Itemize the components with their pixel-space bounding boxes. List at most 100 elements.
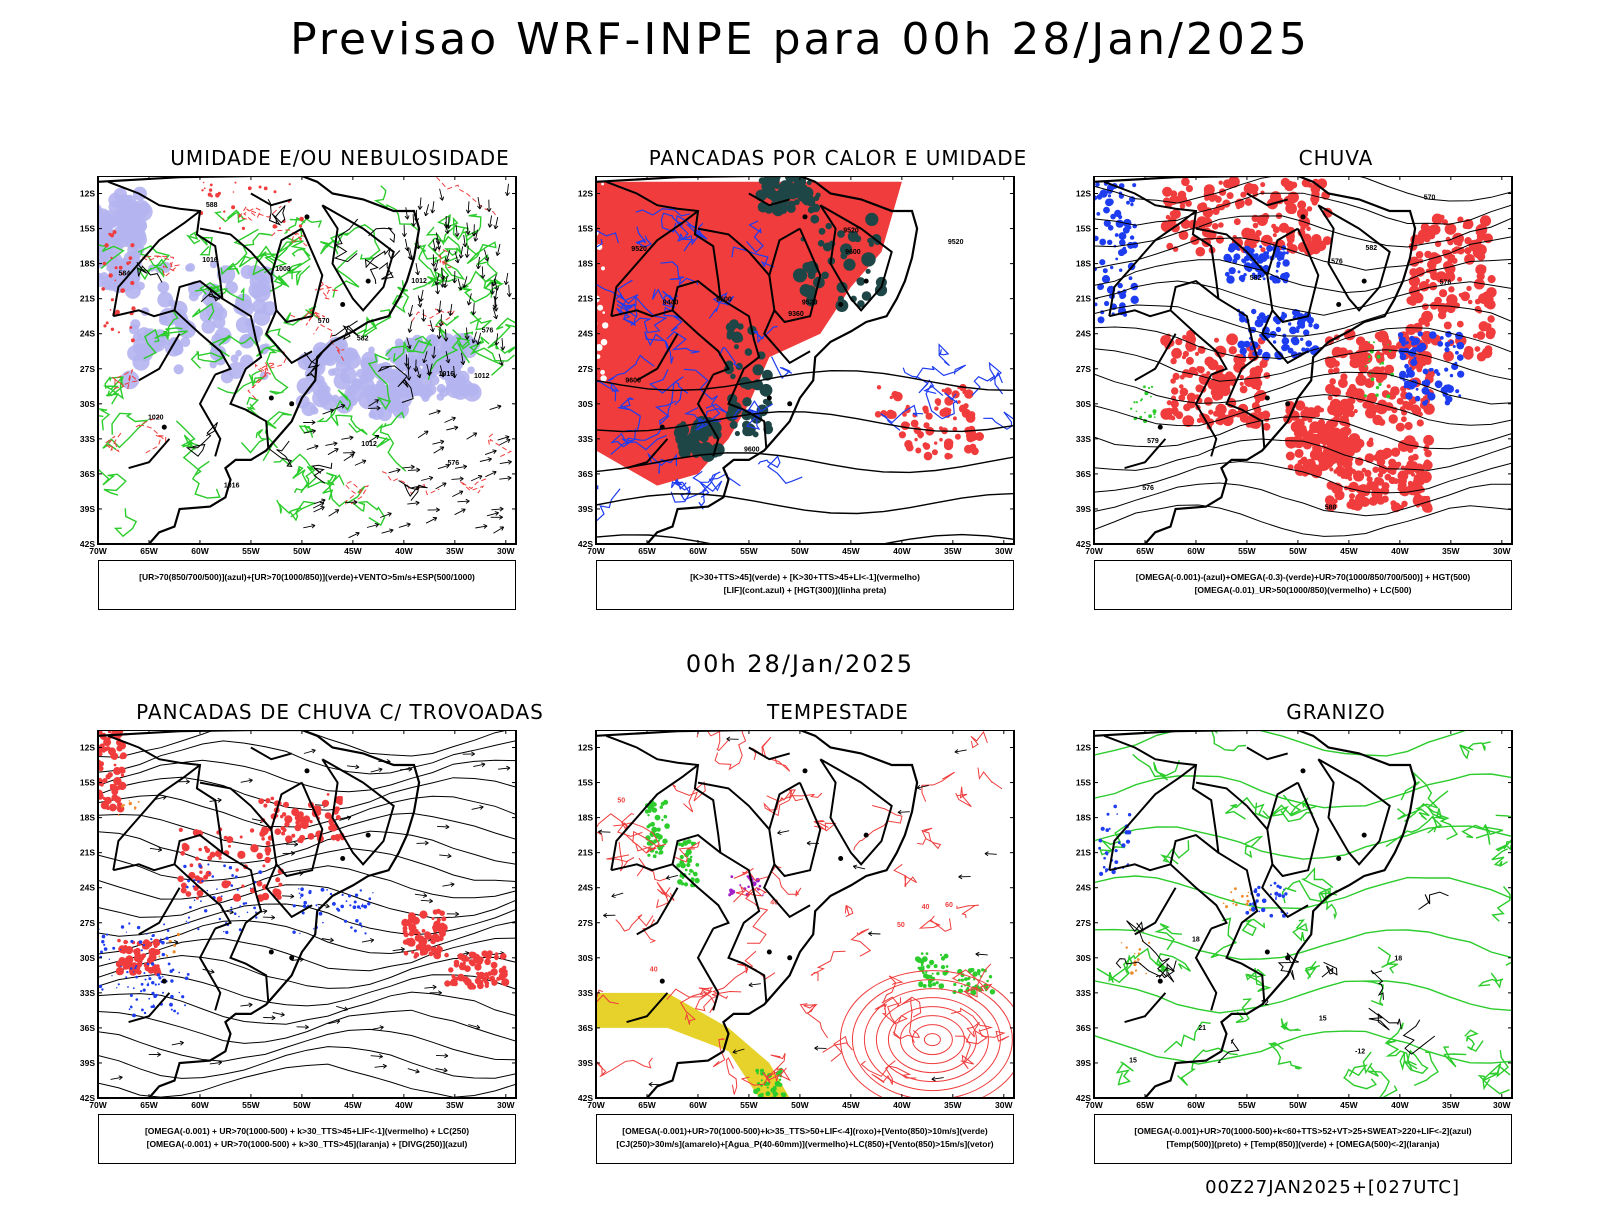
shade-blob xyxy=(1249,909,1251,911)
shade-blob xyxy=(308,833,315,840)
shade-blob xyxy=(1144,412,1146,414)
shade-blob xyxy=(1378,493,1383,498)
shade-blob xyxy=(1285,203,1297,215)
shade-blob xyxy=(1173,410,1179,416)
shade-blob xyxy=(112,947,115,950)
shade-blob xyxy=(695,863,699,867)
border-line xyxy=(129,993,170,1022)
shade-blob xyxy=(1246,903,1249,906)
shade-blob xyxy=(1455,351,1459,355)
shade-blob xyxy=(1171,387,1178,394)
shade-blob xyxy=(1273,340,1276,343)
shade-blob xyxy=(934,964,938,968)
wind-vector xyxy=(509,285,510,297)
shade-blob xyxy=(1250,248,1255,253)
contour-line xyxy=(496,303,541,330)
shade-blob xyxy=(947,408,951,412)
streamline xyxy=(1094,826,1512,859)
shade-blob xyxy=(776,1093,779,1096)
shade-blob xyxy=(172,969,175,972)
border-line xyxy=(1318,205,1389,310)
shade-blob xyxy=(1256,893,1260,897)
shade-blob xyxy=(1476,331,1485,340)
shade-blob xyxy=(923,984,927,988)
shade-blob xyxy=(914,427,922,435)
shade-blob xyxy=(1424,321,1430,327)
shade-blob xyxy=(138,959,143,964)
shade-blob xyxy=(103,324,106,327)
hgt-contour xyxy=(596,494,1014,514)
lon-tick-label: 60W xyxy=(689,1100,707,1110)
shade-blob xyxy=(1204,196,1209,201)
shade-blob xyxy=(1283,272,1290,279)
contour-label: 1016 xyxy=(202,257,218,264)
shade-blob xyxy=(1154,416,1156,418)
contour-label: 582 xyxy=(1250,275,1262,282)
shade-blob xyxy=(299,933,300,934)
shade-blob xyxy=(1131,296,1139,304)
lat-tick-label: 24S xyxy=(578,329,593,339)
shade-blob xyxy=(1338,378,1348,388)
shade-blob xyxy=(759,1102,762,1105)
shade-blob xyxy=(1132,183,1136,187)
shade-blob xyxy=(354,929,357,932)
shade-blob xyxy=(1107,813,1110,816)
shade-blob xyxy=(1300,338,1303,341)
shade-blob xyxy=(1212,208,1219,215)
shade-blob xyxy=(1282,259,1289,266)
lake xyxy=(305,214,310,219)
shade-blob xyxy=(1099,872,1103,876)
shade-blob xyxy=(657,834,662,839)
shade-blob xyxy=(1255,899,1258,902)
shade-blob xyxy=(1445,263,1456,274)
shade-blob xyxy=(401,919,409,927)
shade-blob xyxy=(1345,457,1349,461)
shade-blob xyxy=(886,410,895,419)
shade-blob xyxy=(1199,205,1205,211)
shade-blob xyxy=(1110,266,1113,269)
shade-blob xyxy=(299,224,302,227)
contour-line xyxy=(241,430,265,453)
shade-blob xyxy=(1123,227,1130,234)
shade-blob xyxy=(1457,277,1462,282)
shade-blob xyxy=(409,938,414,943)
lat-tick-label: 36S xyxy=(80,469,95,479)
closed-contour xyxy=(924,1034,940,1046)
shade-blob xyxy=(1477,272,1485,280)
border-line xyxy=(113,864,174,870)
lat-tick-label: 21S xyxy=(578,294,593,304)
shade-blob xyxy=(1223,902,1225,904)
contour-line xyxy=(823,1037,853,1062)
lat-tick-label: 18S xyxy=(578,259,593,269)
lat-tick-label: 33S xyxy=(578,988,593,998)
shade-blob xyxy=(127,345,143,361)
panel-title: GRANIZO xyxy=(1076,700,1596,724)
shade-blob xyxy=(143,944,145,946)
geo-overlay xyxy=(1094,730,1415,1098)
shade-blob xyxy=(1327,431,1337,441)
contour-line xyxy=(990,363,1003,383)
shade-blob xyxy=(1313,323,1319,329)
shade-blob xyxy=(586,357,592,363)
shade-blob xyxy=(915,448,921,454)
shade-blob xyxy=(1230,891,1232,893)
shade-blob xyxy=(1390,386,1400,396)
shade-blob xyxy=(223,931,224,932)
shade-blob xyxy=(1255,398,1260,403)
shade-blob xyxy=(1279,223,1289,233)
shade-blob xyxy=(422,929,426,933)
streamline xyxy=(1094,876,1512,909)
shade-blob xyxy=(342,894,344,896)
shade-blob xyxy=(1099,839,1103,843)
shade-blob xyxy=(111,298,114,301)
shade-blob xyxy=(1115,849,1118,852)
shade-blob xyxy=(661,819,663,821)
lake xyxy=(269,395,274,400)
shade-blob xyxy=(1364,470,1371,477)
shade-blob xyxy=(728,893,731,896)
shade-blob xyxy=(747,886,750,889)
shade-blob xyxy=(120,754,125,759)
shade-blob xyxy=(1355,439,1365,449)
shade-blob xyxy=(1314,423,1325,434)
shade-blob xyxy=(100,951,103,954)
